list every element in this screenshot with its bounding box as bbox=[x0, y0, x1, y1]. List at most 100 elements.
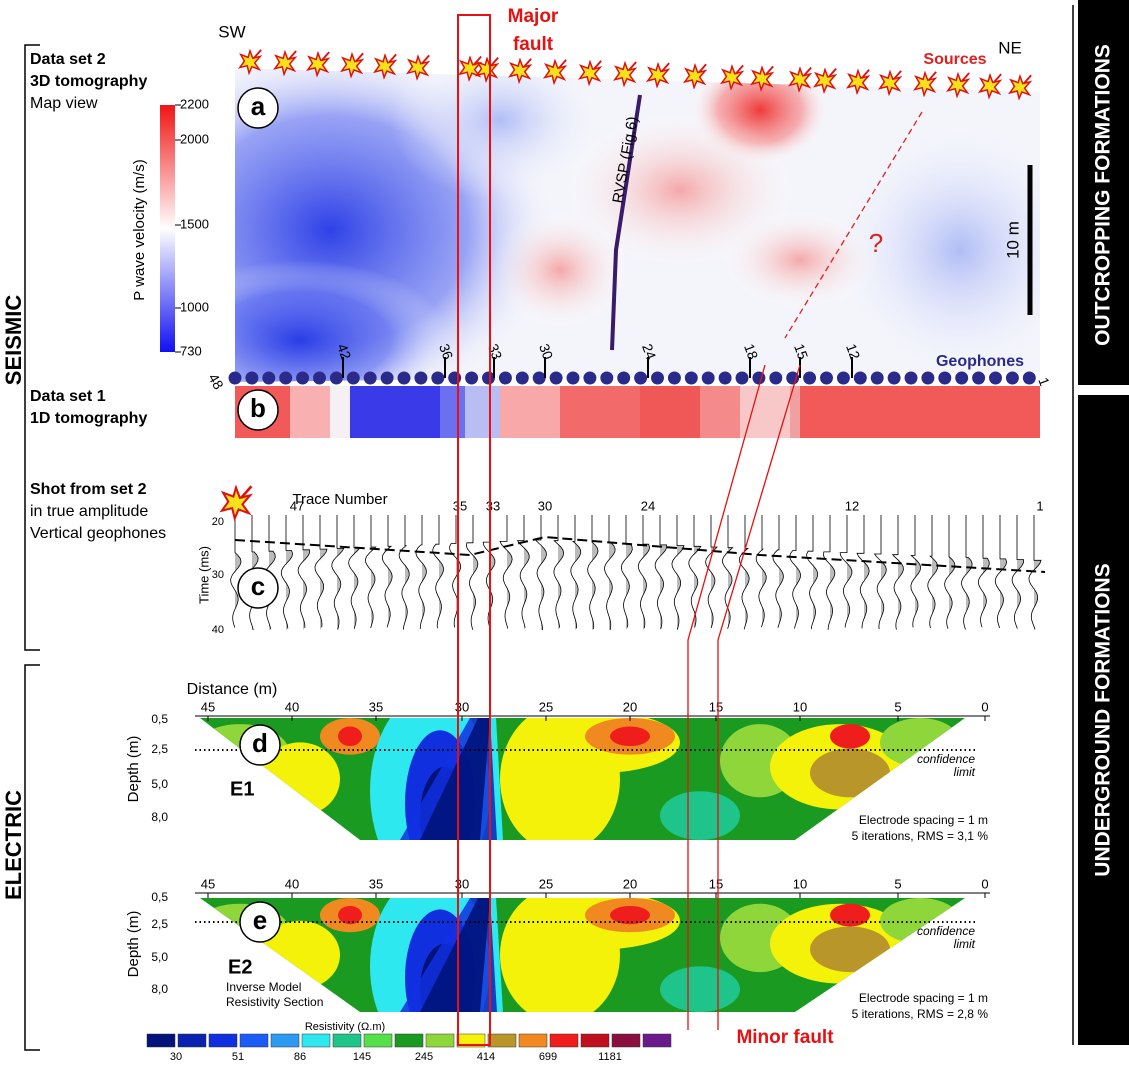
minor-fault-line bbox=[717, 364, 801, 1030]
colorbar-tick-label: 730 bbox=[180, 343, 202, 358]
geophone-number: 1 bbox=[1035, 375, 1053, 388]
inferred-fault bbox=[784, 111, 923, 339]
geophone bbox=[955, 371, 969, 385]
geophone bbox=[397, 371, 411, 385]
geophone bbox=[566, 371, 580, 385]
geophone-number: 42 bbox=[334, 342, 354, 362]
x-tick-label: 40 bbox=[285, 699, 299, 714]
geophone bbox=[752, 371, 766, 385]
rvsp-line bbox=[610, 94, 642, 351]
geophone bbox=[329, 371, 343, 385]
geophone bbox=[836, 371, 850, 385]
trace-fill bbox=[864, 553, 870, 630]
trace-fill bbox=[779, 549, 784, 630]
strip-segment bbox=[500, 386, 560, 438]
resistivity-zone bbox=[610, 726, 650, 747]
panel-a-title: Data set 2 3D tomography Map view bbox=[30, 51, 147, 112]
trace-fill bbox=[558, 540, 564, 630]
underground-label: UNDERGROUND FORMATIONS bbox=[1092, 563, 1115, 876]
y-tick-label: 0,5 bbox=[151, 890, 168, 904]
geophone bbox=[870, 371, 884, 385]
letter-badge bbox=[239, 901, 281, 943]
trace-fill bbox=[1000, 558, 1007, 630]
x-tick-label: 5 bbox=[894, 876, 901, 891]
legend-label: 51 bbox=[232, 1051, 244, 1063]
legend-swatch bbox=[518, 1033, 548, 1048]
legend-swatch bbox=[549, 1033, 579, 1048]
trace bbox=[499, 515, 513, 629]
trace-fill bbox=[813, 551, 818, 630]
geophone bbox=[431, 371, 445, 385]
geophone bbox=[853, 371, 867, 385]
trace-fill bbox=[677, 545, 684, 630]
trace bbox=[671, 515, 685, 630]
trace bbox=[449, 515, 462, 628]
geophone bbox=[921, 371, 935, 385]
geophone bbox=[380, 371, 394, 385]
legend-label: 414 bbox=[477, 1051, 495, 1063]
panel-c-title: Shot from set 2 in true amplitude Vertical… bbox=[30, 481, 166, 542]
x-tick-label: 0 bbox=[981, 699, 988, 714]
colorbar-tick-label: 2000 bbox=[180, 131, 209, 146]
section-note: 5 iterations, RMS = 2,8 % bbox=[852, 1007, 989, 1021]
strip-segment bbox=[330, 386, 350, 438]
trace-number: 24 bbox=[641, 498, 655, 513]
geophone bbox=[887, 371, 901, 385]
confidence-label: confidence bbox=[917, 752, 975, 766]
seismic-traces: 47 35 33 30 24 12 1 20 30 40 bbox=[212, 498, 1044, 635]
panel-title-line: Map view bbox=[30, 95, 98, 112]
major-fault-label: Major bbox=[508, 6, 559, 27]
sources-label: Sources bbox=[923, 51, 986, 68]
resistivity-zone bbox=[830, 903, 870, 927]
panel-letter: b bbox=[250, 393, 266, 423]
trace bbox=[806, 515, 819, 630]
geophone-number: 12 bbox=[843, 342, 863, 362]
seismic-bracket bbox=[24, 44, 40, 651]
trace bbox=[620, 515, 633, 628]
resistivity-zone bbox=[338, 905, 362, 925]
geophone bbox=[313, 371, 326, 385]
trace-fill bbox=[915, 555, 921, 630]
velocity-map bbox=[235, 68, 1040, 382]
trace bbox=[927, 515, 939, 629]
legend-swatch bbox=[580, 1033, 610, 1048]
trace bbox=[772, 515, 784, 628]
velocity-strip bbox=[235, 386, 1040, 438]
x-tick-label: 45 bbox=[201, 699, 215, 714]
trace-fill bbox=[660, 544, 667, 630]
geophone-number: 36 bbox=[436, 342, 456, 362]
geophone bbox=[583, 371, 597, 385]
x-tick-label: 30 bbox=[455, 699, 469, 714]
legend-swatch bbox=[177, 1033, 207, 1048]
y-tick-label: 5,0 bbox=[151, 950, 168, 964]
major-fault-zone bbox=[457, 14, 491, 1046]
section-note: Electrode spacing = 1 m bbox=[859, 991, 988, 1005]
minor-fault-line bbox=[687, 364, 766, 1030]
y-tick-label: 2,5 bbox=[151, 917, 168, 931]
trace bbox=[944, 515, 956, 629]
geophone bbox=[972, 371, 986, 385]
y-tick-label: 5,0 bbox=[151, 777, 168, 791]
underground-bar bbox=[1078, 395, 1129, 1045]
trace bbox=[961, 515, 973, 630]
time-tick-label: 20 bbox=[212, 516, 224, 528]
trace bbox=[230, 515, 242, 628]
trace-number: 47 bbox=[290, 498, 304, 513]
geophone bbox=[718, 371, 732, 385]
trace-fill bbox=[745, 548, 750, 630]
x-tick-label: 45 bbox=[201, 876, 215, 891]
geophone bbox=[262, 371, 276, 385]
strip-segment bbox=[800, 386, 1040, 438]
y-tick-label: 0,5 bbox=[151, 712, 168, 726]
legend-swatch bbox=[642, 1033, 672, 1048]
trace-fill bbox=[405, 545, 410, 630]
trace bbox=[280, 515, 293, 629]
panel-letter: a bbox=[251, 91, 266, 121]
section-note: 5 iterations, RMS = 3,1 % bbox=[852, 829, 989, 843]
trace-axis-label: Trace Number bbox=[292, 491, 387, 508]
trace bbox=[516, 515, 530, 628]
x-tick-label: 10 bbox=[793, 699, 807, 714]
confidence-label: confidence bbox=[917, 924, 975, 938]
minor-fault-label: Minor fault bbox=[736, 1027, 834, 1048]
distance-label: Distance (m) bbox=[187, 681, 278, 698]
